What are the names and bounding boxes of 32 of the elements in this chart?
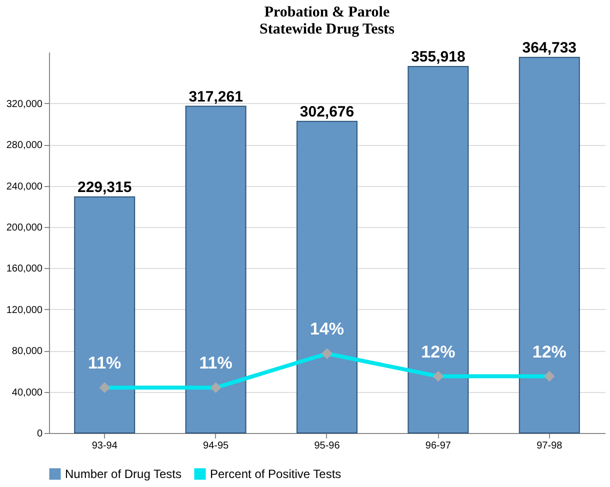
y-tick-label: 160,000 (6, 264, 43, 275)
chart-title: Probation & Parole Statewide Drug Tests (259, 4, 395, 38)
bar (408, 66, 469, 434)
x-tick-label: 96-97 (425, 440, 452, 452)
data-label: 12% (421, 342, 456, 362)
x-tick-label: 93-94 (92, 440, 118, 452)
legend-label: Percent of Positive Tests (210, 467, 342, 481)
y-tick-label: 200,000 (6, 222, 43, 234)
y-tick-label: 80,000 (12, 346, 43, 358)
y-tick-label: 40,000 (12, 387, 43, 398)
bar (296, 120, 358, 434)
data-label: 364,733 (522, 39, 577, 56)
data-label: 317,261 (188, 88, 243, 106)
bar (518, 56, 580, 434)
y-tick-label: 120,000 (6, 304, 43, 316)
data-label: 11% (199, 354, 232, 373)
data-label: 14% (310, 320, 344, 339)
y-tick-label: 280,000 (6, 140, 43, 152)
data-label: 11% (88, 354, 122, 373)
x-tick-label: 97-98 (536, 440, 563, 452)
data-label: 229,315 (77, 178, 132, 196)
y-tick-label: 240,000 (6, 181, 43, 192)
x-tick-label: 94-95 (203, 440, 230, 452)
y-tick-label: 320,000 (6, 98, 43, 110)
y-tick-label: 0 (36, 428, 43, 440)
bar (185, 106, 246, 434)
data-label: 355,918 (411, 48, 466, 66)
data-label: 302,676 (300, 103, 354, 120)
legend-label: Number of Drug Tests (65, 467, 182, 481)
x-tick-label: 95-96 (314, 440, 340, 452)
data-label: 12% (532, 342, 566, 362)
bar (74, 196, 136, 434)
